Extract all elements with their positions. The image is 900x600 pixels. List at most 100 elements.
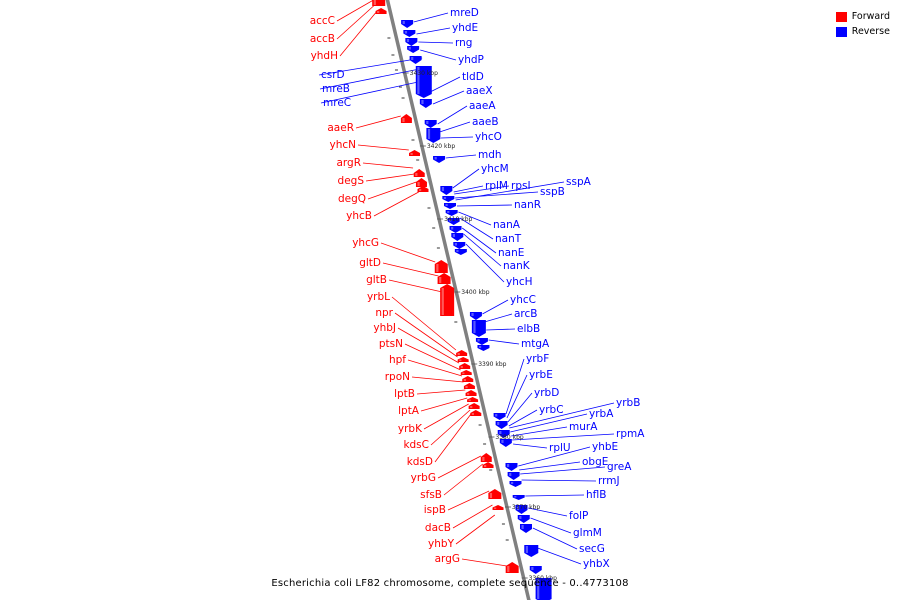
reverse-gene-label-mdh[interactable]: mdh xyxy=(478,149,502,161)
reverse-gene-label-elbB[interactable]: elbB xyxy=(517,323,540,335)
forward-feature-1[interactable] xyxy=(375,8,387,14)
forward-feature-18[interactable] xyxy=(468,403,480,409)
forward-feature-5[interactable] xyxy=(415,178,427,187)
reverse-feature-16[interactable] xyxy=(451,233,464,241)
forward-gene-label-ptsN[interactable]: ptsN xyxy=(379,338,403,350)
reverse-gene-label-secG[interactable]: secG xyxy=(579,543,605,555)
reverse-gene-label-yhcC[interactable]: yhcC xyxy=(510,294,536,306)
reverse-feature-26[interactable] xyxy=(499,439,512,447)
reverse-feature-29[interactable] xyxy=(509,481,522,487)
reverse-feature-31[interactable] xyxy=(515,505,528,514)
forward-feature-21[interactable] xyxy=(482,462,494,468)
reverse-gene-label-aaeB[interactable]: aaeB xyxy=(472,116,499,128)
reverse-feature-23[interactable] xyxy=(493,413,506,420)
reverse-feature-22[interactable] xyxy=(477,345,490,351)
reverse-feature-27[interactable] xyxy=(505,463,518,471)
reverse-gene-label-nanK[interactable]: nanK xyxy=(503,260,531,272)
forward-gene-label-yrbG[interactable]: yrbG xyxy=(411,472,436,484)
forward-gene-label-accC[interactable]: accC xyxy=(310,15,335,27)
reverse-feature-14[interactable] xyxy=(447,218,460,225)
reverse-gene-label-aaeX[interactable]: aaeX xyxy=(466,85,493,97)
forward-gene-label-sfsB[interactable]: sfsB xyxy=(420,489,442,501)
reverse-feature-1[interactable] xyxy=(403,30,416,37)
reverse-feature-4[interactable] xyxy=(409,56,422,64)
reverse-feature-11[interactable] xyxy=(442,196,455,202)
forward-feature-22[interactable] xyxy=(488,489,502,499)
forward-feature-9[interactable] xyxy=(440,284,455,316)
reverse-gene-label-yrbB[interactable]: yrbB xyxy=(616,397,640,409)
forward-gene-label-argR[interactable]: argR xyxy=(336,157,361,169)
reverse-feature-13[interactable] xyxy=(445,210,458,216)
reverse-gene-label-nanR[interactable]: nanR xyxy=(514,199,541,211)
forward-gene-label-gltD[interactable]: gltD xyxy=(359,257,381,269)
reverse-gene-label-rng[interactable]: rng xyxy=(455,37,472,49)
reverse-feature-21[interactable] xyxy=(475,338,488,345)
reverse-feature-6[interactable] xyxy=(419,99,432,108)
reverse-gene-label-aaeA[interactable]: aaeA xyxy=(469,100,496,112)
forward-feature-12[interactable] xyxy=(459,363,471,369)
forward-feature-8[interactable] xyxy=(437,273,451,284)
reverse-gene-label-murA[interactable]: murA xyxy=(569,421,598,433)
reverse-gene-label-rplM[interactable]: rplM xyxy=(485,180,508,192)
reverse-gene-label-yrbD[interactable]: yrbD xyxy=(534,387,559,399)
reverse-feature-28[interactable] xyxy=(507,472,520,480)
reverse-gene-label-mreB[interactable]: mreB xyxy=(322,83,350,95)
reverse-feature-35[interactable] xyxy=(529,566,542,574)
reverse-gene-label-yhbE[interactable]: yhbE xyxy=(592,441,618,453)
forward-gene-label-hpf[interactable]: hpf xyxy=(389,354,406,366)
forward-feature-13[interactable] xyxy=(460,370,472,375)
forward-gene-label-degQ[interactable]: degQ xyxy=(338,193,366,205)
reverse-feature-17[interactable] xyxy=(453,242,466,249)
reverse-gene-label-tldD[interactable]: tldD xyxy=(462,71,484,83)
forward-gene-label-yhcN[interactable]: yhcN xyxy=(330,139,357,151)
reverse-feature-24[interactable] xyxy=(495,421,508,429)
forward-feature-15[interactable] xyxy=(463,383,475,389)
forward-feature-16[interactable] xyxy=(465,390,477,396)
forward-feature-7[interactable] xyxy=(434,260,448,273)
reverse-feature-8[interactable] xyxy=(426,128,441,143)
reverse-gene-label-yrbF[interactable]: yrbF xyxy=(526,353,549,365)
reverse-gene-label-rpsI[interactable]: rpsI xyxy=(511,180,531,192)
reverse-gene-label-obgE[interactable]: obgE xyxy=(582,456,608,468)
forward-feature-24[interactable] xyxy=(505,562,519,573)
forward-feature-2[interactable] xyxy=(400,114,412,123)
reverse-gene-label-nanE[interactable]: nanE xyxy=(498,247,524,259)
forward-gene-label-npr[interactable]: npr xyxy=(375,307,393,319)
forward-gene-label-kdsD[interactable]: kdsD xyxy=(407,456,433,468)
forward-feature-23[interactable] xyxy=(492,505,504,510)
reverse-feature-12[interactable] xyxy=(444,203,457,209)
reverse-gene-label-yhcO[interactable]: yhcO xyxy=(475,131,502,143)
reverse-gene-label-nanA[interactable]: nanA xyxy=(493,219,521,231)
reverse-gene-label-rrmJ[interactable]: rrmJ xyxy=(598,475,620,487)
reverse-gene-label-yhbX[interactable]: yhbX xyxy=(583,558,610,570)
forward-gene-label-yrbK[interactable]: yrbK xyxy=(398,423,423,435)
forward-gene-label-yhdH[interactable]: yhdH xyxy=(311,50,338,62)
forward-gene-label-lptB[interactable]: lptB xyxy=(394,388,415,400)
reverse-feature-18[interactable] xyxy=(454,249,467,255)
reverse-feature-19[interactable] xyxy=(469,312,482,320)
forward-gene-label-gltB[interactable]: gltB xyxy=(366,274,387,286)
forward-gene-label-ispB[interactable]: ispB xyxy=(424,504,446,516)
reverse-gene-label-sspA[interactable]: sspA xyxy=(566,176,592,188)
forward-gene-label-yhbY[interactable]: yhbY xyxy=(428,538,455,550)
reverse-feature-34[interactable] xyxy=(524,545,539,557)
forward-gene-label-argG[interactable]: argG xyxy=(435,553,460,565)
reverse-gene-label-yrbA[interactable]: yrbA xyxy=(589,408,614,420)
reverse-gene-label-yhcM[interactable]: yhcM xyxy=(481,163,509,175)
forward-gene-label-yhcG[interactable]: yhcG xyxy=(352,237,379,249)
reverse-gene-label-hflB[interactable]: hflB xyxy=(586,489,606,501)
reverse-feature-32[interactable] xyxy=(517,515,530,523)
reverse-gene-label-mtgA[interactable]: mtgA xyxy=(521,338,550,350)
reverse-feature-0[interactable] xyxy=(401,20,414,28)
reverse-feature-5[interactable] xyxy=(415,66,432,98)
reverse-gene-label-yrbC[interactable]: yrbC xyxy=(539,404,564,416)
forward-gene-label-yrbL[interactable]: yrbL xyxy=(367,291,390,303)
forward-gene-label-degS[interactable]: degS xyxy=(338,175,365,187)
reverse-feature-20[interactable] xyxy=(471,320,486,337)
forward-feature-10[interactable] xyxy=(456,350,468,356)
forward-gene-label-kdsC[interactable]: kdsC xyxy=(403,439,429,451)
reverse-feature-36[interactable] xyxy=(535,578,552,600)
forward-gene-label-accB[interactable]: accB xyxy=(310,33,335,45)
forward-feature-11[interactable] xyxy=(457,357,469,362)
reverse-feature-10[interactable] xyxy=(440,186,453,195)
